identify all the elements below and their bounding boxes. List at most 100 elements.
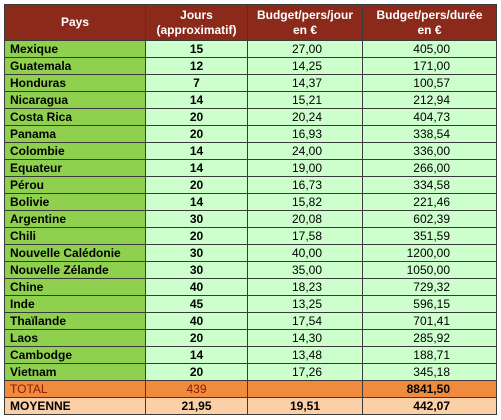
total-budget-duree[interactable]: 8841,50 xyxy=(362,380,497,398)
cell-budget-jour[interactable]: 40,00 xyxy=(247,244,363,262)
header-jours[interactable]: Jours (approximatif) xyxy=(145,4,248,41)
cell-pays[interactable]: Cambodge xyxy=(4,346,146,364)
cell-jours[interactable]: 40 xyxy=(145,278,248,296)
cell-jours[interactable]: 30 xyxy=(145,210,248,228)
cell-budget-jour[interactable]: 14,30 xyxy=(247,329,363,347)
cell-jours[interactable]: 20 xyxy=(145,329,248,347)
cell-budget-jour[interactable]: 14,37 xyxy=(247,74,363,92)
cell-jours[interactable]: 15 xyxy=(145,40,248,58)
cell-pays[interactable]: Nouvelle Calédonie xyxy=(4,244,146,262)
average-budget-duree[interactable]: 442,07 xyxy=(362,397,497,415)
cell-budget-jour[interactable]: 16,93 xyxy=(247,125,363,143)
cell-pays[interactable]: Panama xyxy=(4,125,146,143)
total-jours[interactable]: 439 xyxy=(145,380,248,398)
cell-budget-jour[interactable]: 17,58 xyxy=(247,227,363,245)
cell-pays[interactable]: Thaïlande xyxy=(4,312,146,330)
cell-pays[interactable]: Nicaragua xyxy=(4,91,146,109)
cell-jours[interactable]: 40 xyxy=(145,312,248,330)
cell-budget-duree[interactable]: 404,73 xyxy=(362,108,497,126)
cell-budget-duree[interactable]: 334,58 xyxy=(362,176,497,194)
cell-budget-jour[interactable]: 27,00 xyxy=(247,40,363,58)
cell-jours[interactable]: 30 xyxy=(145,261,248,279)
cell-budget-duree[interactable]: 351,59 xyxy=(362,227,497,245)
cell-jours[interactable]: 14 xyxy=(145,91,248,109)
cell-pays[interactable]: Honduras xyxy=(4,74,146,92)
cell-budget-duree[interactable]: 221,46 xyxy=(362,193,497,211)
header-row: Pays Jours (approximatif) Budget/pers/jou… xyxy=(4,4,497,41)
cell-budget-jour[interactable]: 20,08 xyxy=(247,210,363,228)
table-row: Guatemala 12 14,25 171,00 xyxy=(4,57,497,75)
average-jours[interactable]: 21,95 xyxy=(145,397,248,415)
cell-pays[interactable]: Mexique xyxy=(4,40,146,58)
cell-jours[interactable]: 45 xyxy=(145,295,248,313)
total-budget-jour[interactable] xyxy=(247,380,363,398)
cell-budget-jour[interactable]: 18,23 xyxy=(247,278,363,296)
table-row: Thaïlande 40 17,54 701,41 xyxy=(4,312,497,330)
header-pays[interactable]: Pays xyxy=(4,4,146,41)
cell-jours[interactable]: 30 xyxy=(145,244,248,262)
cell-jours[interactable]: 20 xyxy=(145,363,248,381)
cell-budget-jour[interactable]: 20,24 xyxy=(247,108,363,126)
cell-pays[interactable]: Chili xyxy=(4,227,146,245)
cell-jours[interactable]: 14 xyxy=(145,193,248,211)
cell-pays[interactable]: Laos xyxy=(4,329,146,347)
cell-pays[interactable]: Inde xyxy=(4,295,146,313)
cell-budget-jour[interactable]: 35,00 xyxy=(247,261,363,279)
cell-budget-duree[interactable]: 345,18 xyxy=(362,363,497,381)
cell-budget-duree[interactable]: 596,15 xyxy=(362,295,497,313)
table-body: Mexique 15 27,00 405,00 Guatemala 12 14,25 171,… xyxy=(4,40,497,381)
cell-pays[interactable]: Pérou xyxy=(4,176,146,194)
cell-jours[interactable]: 20 xyxy=(145,108,248,126)
cell-jours[interactable]: 14 xyxy=(145,159,248,177)
cell-pays[interactable]: Nouvelle Zélande xyxy=(4,261,146,279)
cell-budget-duree[interactable]: 100,57 xyxy=(362,74,497,92)
cell-budget-duree[interactable]: 701,41 xyxy=(362,312,497,330)
table-row: Panama 20 16,93 338,54 xyxy=(4,125,497,143)
cell-budget-jour[interactable]: 14,25 xyxy=(247,57,363,75)
cell-jours[interactable]: 20 xyxy=(145,176,248,194)
average-budget-jour[interactable]: 19,51 xyxy=(247,397,363,415)
cell-pays[interactable]: Argentine xyxy=(4,210,146,228)
table-row: Nouvelle Calédonie 30 40,00 1200,00 xyxy=(4,244,497,262)
cell-jours[interactable]: 20 xyxy=(145,125,248,143)
cell-jours[interactable]: 12 xyxy=(145,57,248,75)
cell-budget-duree[interactable]: 1200,00 xyxy=(362,244,497,262)
cell-budget-jour[interactable]: 15,82 xyxy=(247,193,363,211)
cell-budget-duree[interactable]: 285,92 xyxy=(362,329,497,347)
cell-budget-duree[interactable]: 405,00 xyxy=(362,40,497,58)
cell-pays[interactable]: Bolivie xyxy=(4,193,146,211)
cell-pays[interactable]: Equateur xyxy=(4,159,146,177)
average-label[interactable]: MOYENNE xyxy=(4,397,146,415)
cell-budget-duree[interactable]: 602,39 xyxy=(362,210,497,228)
cell-jours[interactable]: 20 xyxy=(145,227,248,245)
cell-pays[interactable]: Chine xyxy=(4,278,146,296)
cell-budget-duree[interactable]: 266,00 xyxy=(362,159,497,177)
cell-pays[interactable]: Colombie xyxy=(4,142,146,160)
cell-budget-duree[interactable]: 1050,00 xyxy=(362,261,497,279)
cell-jours[interactable]: 14 xyxy=(145,346,248,364)
cell-budget-duree[interactable]: 188,71 xyxy=(362,346,497,364)
cell-budget-jour[interactable]: 13,25 xyxy=(247,295,363,313)
cell-budget-duree[interactable]: 171,00 xyxy=(362,57,497,75)
cell-pays[interactable]: Vietnam xyxy=(4,363,146,381)
cell-budget-duree[interactable]: 212,94 xyxy=(362,91,497,109)
header-budget-duree[interactable]: Budget/pers/durée en € xyxy=(362,4,497,41)
header-budget-jour[interactable]: Budget/pers/jour en € xyxy=(247,4,363,41)
cell-budget-duree[interactable]: 336,00 xyxy=(362,142,497,160)
cell-budget-duree[interactable]: 338,54 xyxy=(362,125,497,143)
cell-budget-jour[interactable]: 24,00 xyxy=(247,142,363,160)
cell-pays[interactable]: Costa Rica xyxy=(4,108,146,126)
cell-budget-jour[interactable]: 17,54 xyxy=(247,312,363,330)
cell-jours[interactable]: 14 xyxy=(145,142,248,160)
cell-budget-jour[interactable]: 15,21 xyxy=(247,91,363,109)
cell-budget-jour[interactable]: 16,73 xyxy=(247,176,363,194)
cell-budget-jour[interactable]: 13,48 xyxy=(247,346,363,364)
table-row: Bolivie 14 15,82 221,46 xyxy=(4,193,497,211)
cell-budget-jour[interactable]: 17,26 xyxy=(247,363,363,381)
cell-budget-jour[interactable]: 19,00 xyxy=(247,159,363,177)
cell-pays[interactable]: Guatemala xyxy=(4,57,146,75)
cell-jours[interactable]: 7 xyxy=(145,74,248,92)
cell-budget-duree[interactable]: 729,32 xyxy=(362,278,497,296)
table-row: Cambodge 14 13,48 188,71 xyxy=(4,346,497,364)
total-label[interactable]: TOTAL xyxy=(4,380,146,398)
